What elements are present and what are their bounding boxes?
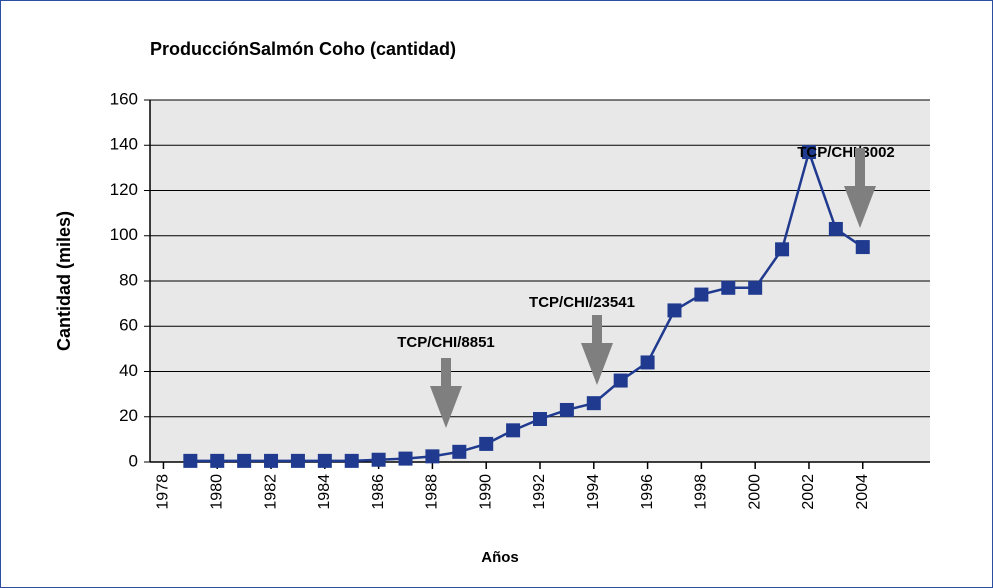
marker <box>183 453 198 468</box>
y-axis-label: Cantidad (miles) <box>54 211 74 351</box>
marker <box>586 396 601 411</box>
marker <box>533 412 547 427</box>
marker <box>264 453 279 468</box>
marker <box>398 451 413 466</box>
marker <box>748 280 763 295</box>
x-tick-label: 2004 <box>854 474 871 510</box>
marker <box>613 373 628 388</box>
y-tick-label: 120 <box>110 180 138 199</box>
x-tick-label: 1986 <box>370 474 387 510</box>
marker <box>479 436 494 451</box>
marker <box>425 449 440 464</box>
y-tick-label: 160 <box>110 89 138 108</box>
x-tick-label: 1988 <box>424 474 441 510</box>
x-tick-label: 2002 <box>800 474 817 510</box>
marker <box>640 355 655 370</box>
y-tick-label: 60 <box>119 316 138 335</box>
marker <box>237 453 252 468</box>
x-axis-label: Años <box>481 549 519 566</box>
x-tick-label: 1996 <box>639 474 656 510</box>
marker <box>721 280 736 295</box>
marker <box>559 402 574 417</box>
x-tick-label: 1998 <box>693 474 710 510</box>
marker <box>828 221 843 236</box>
y-tick-label: 20 <box>119 406 138 425</box>
x-tick-label: 1990 <box>477 474 494 510</box>
x-tick-label: 1978 <box>155 474 172 510</box>
marker <box>344 453 359 468</box>
marker <box>210 453 225 468</box>
marker <box>371 452 386 467</box>
x-tick-label: 1980 <box>208 474 225 510</box>
y-tick-label: 80 <box>119 270 138 289</box>
chart-title: ProducciónSalmón Coho (cantidad) <box>150 39 456 59</box>
x-tick-label: 1992 <box>531 474 548 510</box>
y-tick-label: 140 <box>110 135 138 154</box>
annotation: TCP/CHI/3002 <box>797 144 895 161</box>
marker <box>775 242 790 257</box>
marker <box>855 240 870 255</box>
annotation: TCP/CHI/23541 <box>529 294 635 311</box>
annotation-arrow <box>581 315 613 385</box>
annotation: TCP/CHI/8851 <box>397 334 495 351</box>
marker <box>506 423 521 438</box>
x-tick-label: 2000 <box>746 474 763 510</box>
annotation-arrow <box>430 358 462 428</box>
marker <box>452 444 467 459</box>
x-tick-label: 1982 <box>262 474 279 510</box>
y-tick-label: 0 <box>129 451 138 470</box>
x-tick-label: 1994 <box>585 474 602 510</box>
marker <box>290 453 305 468</box>
x-tick-label: 1984 <box>316 474 333 510</box>
annotation-arrow <box>844 148 876 228</box>
marker <box>801 145 816 160</box>
y-tick-label: 100 <box>110 225 138 244</box>
marker <box>667 303 682 318</box>
y-tick-label: 40 <box>119 361 138 380</box>
marker <box>317 453 332 468</box>
marker <box>694 287 709 302</box>
